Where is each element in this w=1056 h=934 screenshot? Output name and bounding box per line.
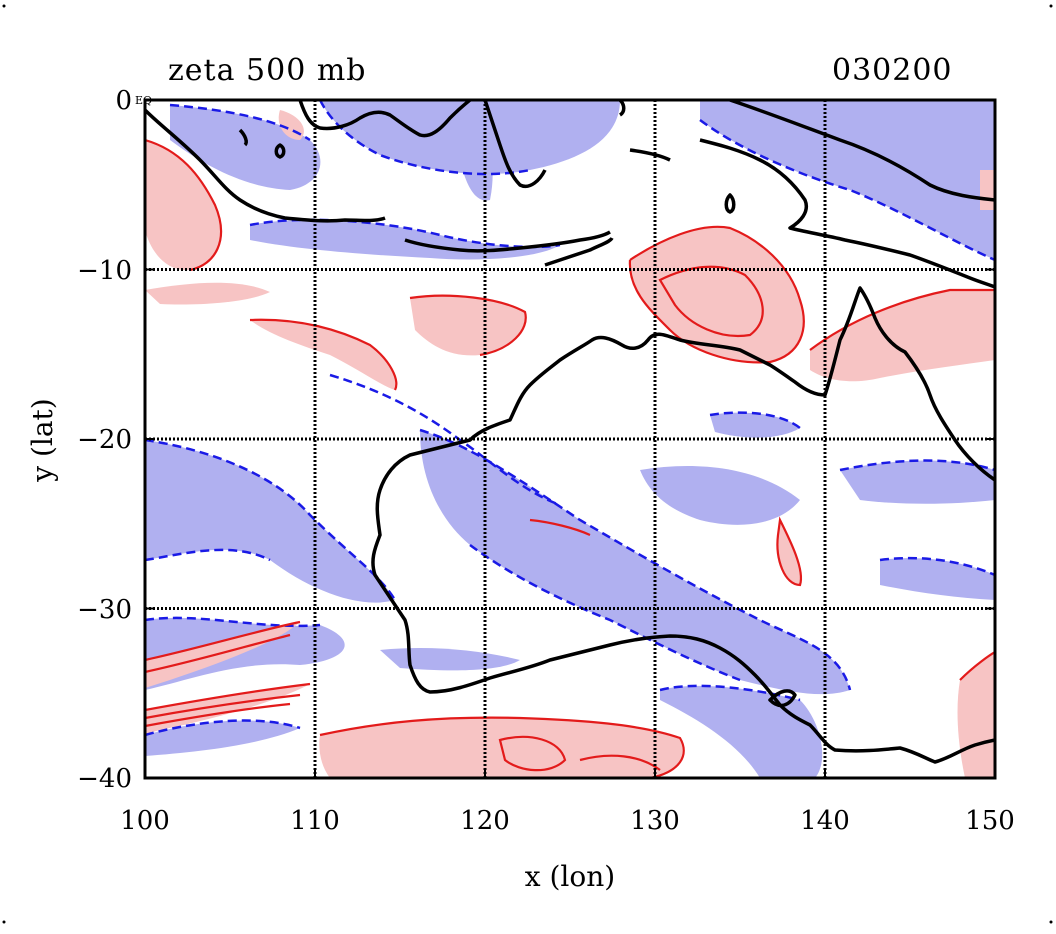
- x-tick-label: 140: [800, 806, 850, 836]
- coast-sulawesi: [483, 100, 547, 188]
- pos-region-coral-band: [810, 290, 995, 382]
- negative-contours: [145, 100, 995, 737]
- coast-new-guinea: [699, 138, 995, 289]
- coast-australia: [371, 286, 995, 764]
- pos-region-northwest: [145, 140, 221, 271]
- map-area: [145, 100, 995, 778]
- y-tick-label: −30: [77, 595, 132, 625]
- coast-tasmania-gulf: [768, 689, 797, 708]
- neg-region-east-interior: [640, 465, 800, 525]
- coast-small-island-4: [274, 143, 286, 159]
- coast-new-guinea-north: [729, 100, 995, 202]
- pos-region-indian-ocean: [250, 319, 397, 390]
- coast-borneo: [298, 100, 472, 138]
- neg-region-east-band: [840, 460, 995, 504]
- x-tick-label: 120: [460, 806, 510, 836]
- pos-region-west-coast-band: [145, 282, 270, 305]
- neg-region-interior-band: [420, 430, 850, 695]
- pos-region-southwest-lower: [145, 684, 310, 734]
- y-tick-label: 0: [115, 86, 132, 116]
- plot-timestamp: 030200: [832, 53, 953, 88]
- coast-small-island-2: [629, 148, 671, 162]
- coastlines: [145, 100, 995, 764]
- x-axis-label: x (lon): [525, 860, 615, 893]
- neg-region-south-band: [145, 617, 345, 690]
- x-tick-label: 110: [290, 806, 340, 836]
- plot-title: zeta 500 mb: [168, 53, 367, 88]
- neg-region-east-lower: [880, 558, 995, 600]
- coast-lesser-sunda: [404, 230, 611, 253]
- coast-sumatra-java: [145, 108, 386, 223]
- coast-small-island-3: [724, 193, 736, 214]
- equator-label: EQ: [135, 94, 152, 107]
- negative-vorticity-regions: [145, 100, 995, 778]
- pos-region-far-north-east: [980, 170, 995, 210]
- y-tick-label: −20: [77, 425, 132, 455]
- neg-region-papua: [700, 100, 995, 260]
- y-tick-labels: 0 EQ −10 −20 −30 −40: [77, 86, 152, 794]
- pos-region-timor-sea: [629, 226, 804, 363]
- pos-region-north-aus: [410, 295, 526, 356]
- frame-ticks: [145, 268, 995, 778]
- positive-contours: [145, 138, 995, 778]
- y-tick-label: −40: [77, 764, 132, 794]
- pos-region-central-east: [777, 520, 801, 585]
- map-grid: [145, 100, 995, 778]
- coast-small-island-5: [238, 128, 248, 147]
- y-axis-label: y (lat): [26, 398, 59, 482]
- corner-marks: [2, 4, 1053, 924]
- neg-region-far-southwest: [145, 720, 300, 756]
- coast-timor: [544, 236, 614, 267]
- x-tick-label: 130: [630, 806, 680, 836]
- neg-region-mid-east: [710, 412, 800, 438]
- x-tick-label: 150: [965, 806, 1015, 836]
- x-tick-labels: 100 110 120 130 140 150: [120, 806, 1015, 836]
- neg-region-southwest: [145, 440, 395, 603]
- y-tick-label: −10: [77, 256, 132, 286]
- x-tick-label: 100: [120, 806, 170, 836]
- neg-region-north-mid: [455, 100, 493, 201]
- pos-region-southwest-streak: [145, 622, 300, 688]
- neg-region-north-west: [170, 105, 321, 190]
